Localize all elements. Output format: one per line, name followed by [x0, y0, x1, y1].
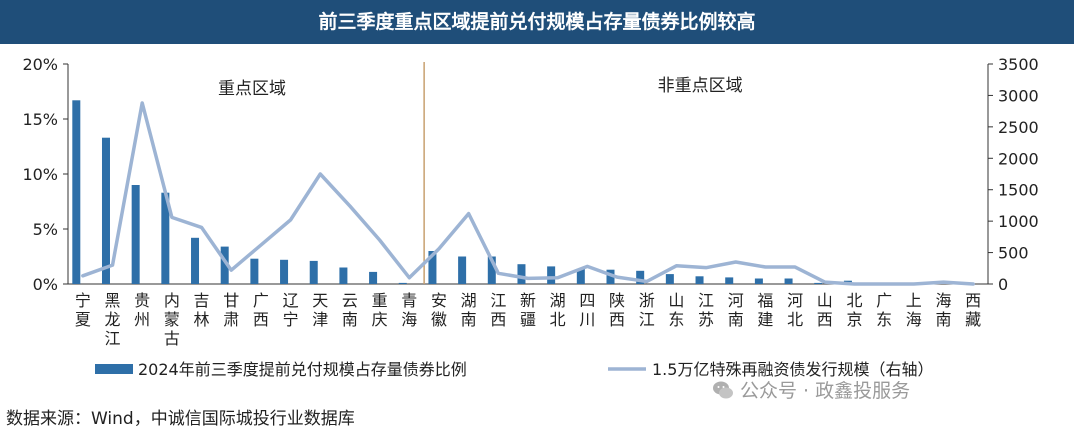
x-tick-label: 广东	[876, 291, 892, 329]
bar	[754, 278, 763, 284]
x-tick-label: 山东	[668, 291, 684, 329]
left-tick-label: 10%	[22, 165, 58, 184]
right-tick-label: 1500	[998, 181, 1039, 200]
bar	[101, 137, 110, 284]
bar	[784, 278, 793, 284]
axes: 0% 5% 10% 15% 20% 0 500 1000 1500 2000 2500 3000 350…	[22, 55, 1038, 294]
legend: 2024年前三季度提前兑付规模占存量债券比例 1.5万亿特殊再融资债发行规模（右轴…	[95, 360, 933, 379]
legend-bar-swatch	[95, 364, 133, 374]
right-tick-label: 3500	[998, 55, 1039, 74]
non-key-region-label: 非重点区域	[658, 76, 743, 96]
right-tick-label: 2000	[998, 149, 1039, 168]
bar	[517, 264, 526, 284]
x-tick-label: 湖北	[550, 291, 566, 329]
x-tick-label: 内蒙古	[164, 291, 180, 348]
x-tick-label: 江西	[490, 291, 506, 329]
bar	[191, 237, 200, 284]
left-tick-label: 5%	[33, 220, 58, 239]
bar-series	[72, 100, 941, 284]
category-labels: 宁夏黑龙江贵州内蒙古吉林甘肃广西辽宁天津云南重庆青海安徽湖南江西新疆湖北四川陕西…	[75, 291, 981, 348]
x-tick-label: 云南	[342, 291, 358, 329]
bar	[725, 277, 734, 284]
bar	[280, 259, 289, 284]
x-tick-label: 湖南	[461, 291, 477, 329]
right-tick-label: 0	[998, 275, 1008, 294]
x-tick-label: 四川	[579, 291, 595, 329]
left-tick-label: 0%	[33, 275, 58, 294]
title-bar	[0, 0, 1074, 44]
source-note: 数据来源：Wind，中诚信国际城投行业数据库	[6, 409, 355, 429]
x-tick-label: 陕西	[609, 291, 625, 329]
bar	[398, 282, 407, 284]
x-tick-label: 河南	[728, 291, 744, 329]
bar	[814, 282, 823, 284]
x-tick-label: 新疆	[520, 291, 536, 329]
bar	[250, 258, 259, 284]
bar	[547, 266, 556, 284]
right-tick-label: 1000	[998, 212, 1039, 231]
x-tick-label: 西藏	[965, 291, 981, 329]
x-tick-label: 青海	[401, 291, 417, 329]
x-tick-label: 吉林	[194, 291, 210, 329]
bar	[636, 270, 645, 284]
bar	[576, 268, 585, 284]
line-path	[81, 101, 975, 286]
bar	[161, 192, 170, 284]
wechat-icon	[713, 381, 733, 399]
bar	[220, 246, 229, 284]
bar	[369, 271, 378, 284]
bar	[487, 256, 496, 284]
x-tick-label: 江苏	[698, 291, 714, 329]
bar	[428, 251, 437, 284]
left-tick-label: 15%	[22, 110, 58, 129]
line-series	[81, 101, 975, 286]
bar	[458, 256, 467, 284]
right-tick-label: 2500	[998, 118, 1039, 137]
x-tick-label: 广西	[253, 291, 269, 329]
bar	[665, 274, 674, 284]
right-tick-label: 500	[998, 244, 1029, 263]
x-tick-label: 宁夏	[75, 291, 91, 329]
bar	[309, 260, 318, 284]
x-tick-label: 甘肃	[223, 291, 239, 329]
right-tick-label: 3000	[998, 86, 1039, 105]
x-tick-label: 天津	[312, 291, 328, 329]
watermark: 公众号 · 政鑫投服务	[740, 380, 911, 402]
left-tick-label: 20%	[22, 55, 58, 74]
legend-bar-label: 2024年前三季度提前兑付规模占存量债券比例	[138, 360, 467, 379]
x-tick-label: 山西	[817, 291, 833, 329]
chart-title: 前三季度重点区域提前兑付规模占存量债券比例较高	[318, 11, 756, 33]
x-tick-label: 辽宁	[283, 291, 299, 329]
x-tick-label: 安徽	[431, 291, 447, 329]
x-tick-label: 浙江	[639, 291, 655, 329]
x-tick-label: 河北	[787, 291, 803, 329]
bar	[72, 100, 81, 284]
legend-line-label: 1.5万亿特殊再融资债发行规模（右轴）	[652, 360, 933, 379]
bar	[339, 267, 348, 284]
x-tick-label: 贵州	[134, 291, 150, 329]
x-tick-label: 福建	[757, 291, 773, 329]
key-region-label: 重点区域	[218, 79, 286, 99]
x-tick-label: 海南	[935, 291, 951, 329]
x-tick-label: 北京	[846, 291, 862, 329]
x-tick-label: 上海	[906, 291, 922, 329]
x-tick-label: 重庆	[372, 291, 388, 329]
bar	[606, 269, 615, 284]
x-tick-label: 黑龙江	[105, 291, 121, 348]
bar	[131, 185, 140, 284]
bar	[695, 276, 704, 284]
